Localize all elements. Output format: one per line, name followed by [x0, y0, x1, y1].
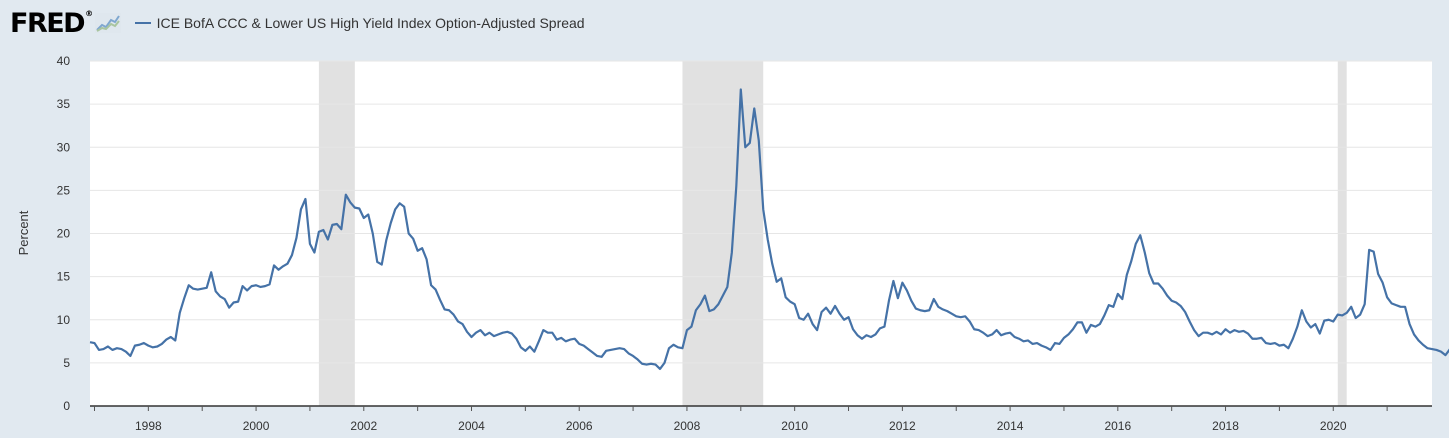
legend-label: ICE BofA CCC & Lower US High Yield Index… — [156, 15, 585, 31]
chart-header: FRED® ICE BofA CCC & Lower US High Yield… — [10, 6, 585, 40]
series-line-1[interactable] — [89, 88, 1449, 371]
registered-mark: ® — [85, 8, 93, 18]
y-tick-label-20: 20 — [57, 227, 71, 241]
series-layer — [89, 88, 1449, 371]
y-axis-title: Percent — [16, 210, 31, 255]
x-tick-label-2002: 2002 — [350, 419, 377, 433]
fred-graph-icon — [94, 13, 121, 33]
legend-swatch — [134, 22, 151, 24]
x-tick-label-2014: 2014 — [997, 419, 1024, 433]
x-tick-label-2016: 2016 — [1104, 419, 1131, 433]
x-tick-label-2008: 2008 — [674, 419, 701, 433]
y-tick-label-35: 35 — [57, 97, 71, 111]
axes: 0 5 10 15 20 25 30 35 40 1998 2000 2002 2004 2006 2008… — [57, 54, 1432, 433]
y-tick-label-15: 15 — [57, 270, 71, 284]
x-tick-label-2018: 2018 — [1212, 419, 1239, 433]
x-tick-label-2000: 2000 — [243, 419, 270, 433]
y-tick-label-30: 30 — [57, 140, 71, 154]
x-tick-label-1998: 1998 — [135, 419, 162, 433]
x-tick-label-2006: 2006 — [566, 419, 593, 433]
y-tick-label-10: 10 — [57, 313, 71, 327]
x-tick-label-2004: 2004 — [458, 419, 485, 433]
fred-logo[interactable]: FRED® — [10, 7, 93, 39]
y-tick-label-25: 25 — [57, 183, 71, 197]
y-tick-label-5: 5 — [63, 356, 70, 370]
legend: ICE BofA CCC & Lower US High Yield Index… — [134, 15, 585, 31]
x-tick-label-2010: 2010 — [781, 419, 808, 433]
x-tick-label-2012: 2012 — [889, 419, 916, 433]
x-tick-label-2020: 2020 — [1320, 419, 1347, 433]
y-tick-label-40: 40 — [57, 54, 71, 68]
y-tick-label-0: 0 — [63, 399, 70, 413]
